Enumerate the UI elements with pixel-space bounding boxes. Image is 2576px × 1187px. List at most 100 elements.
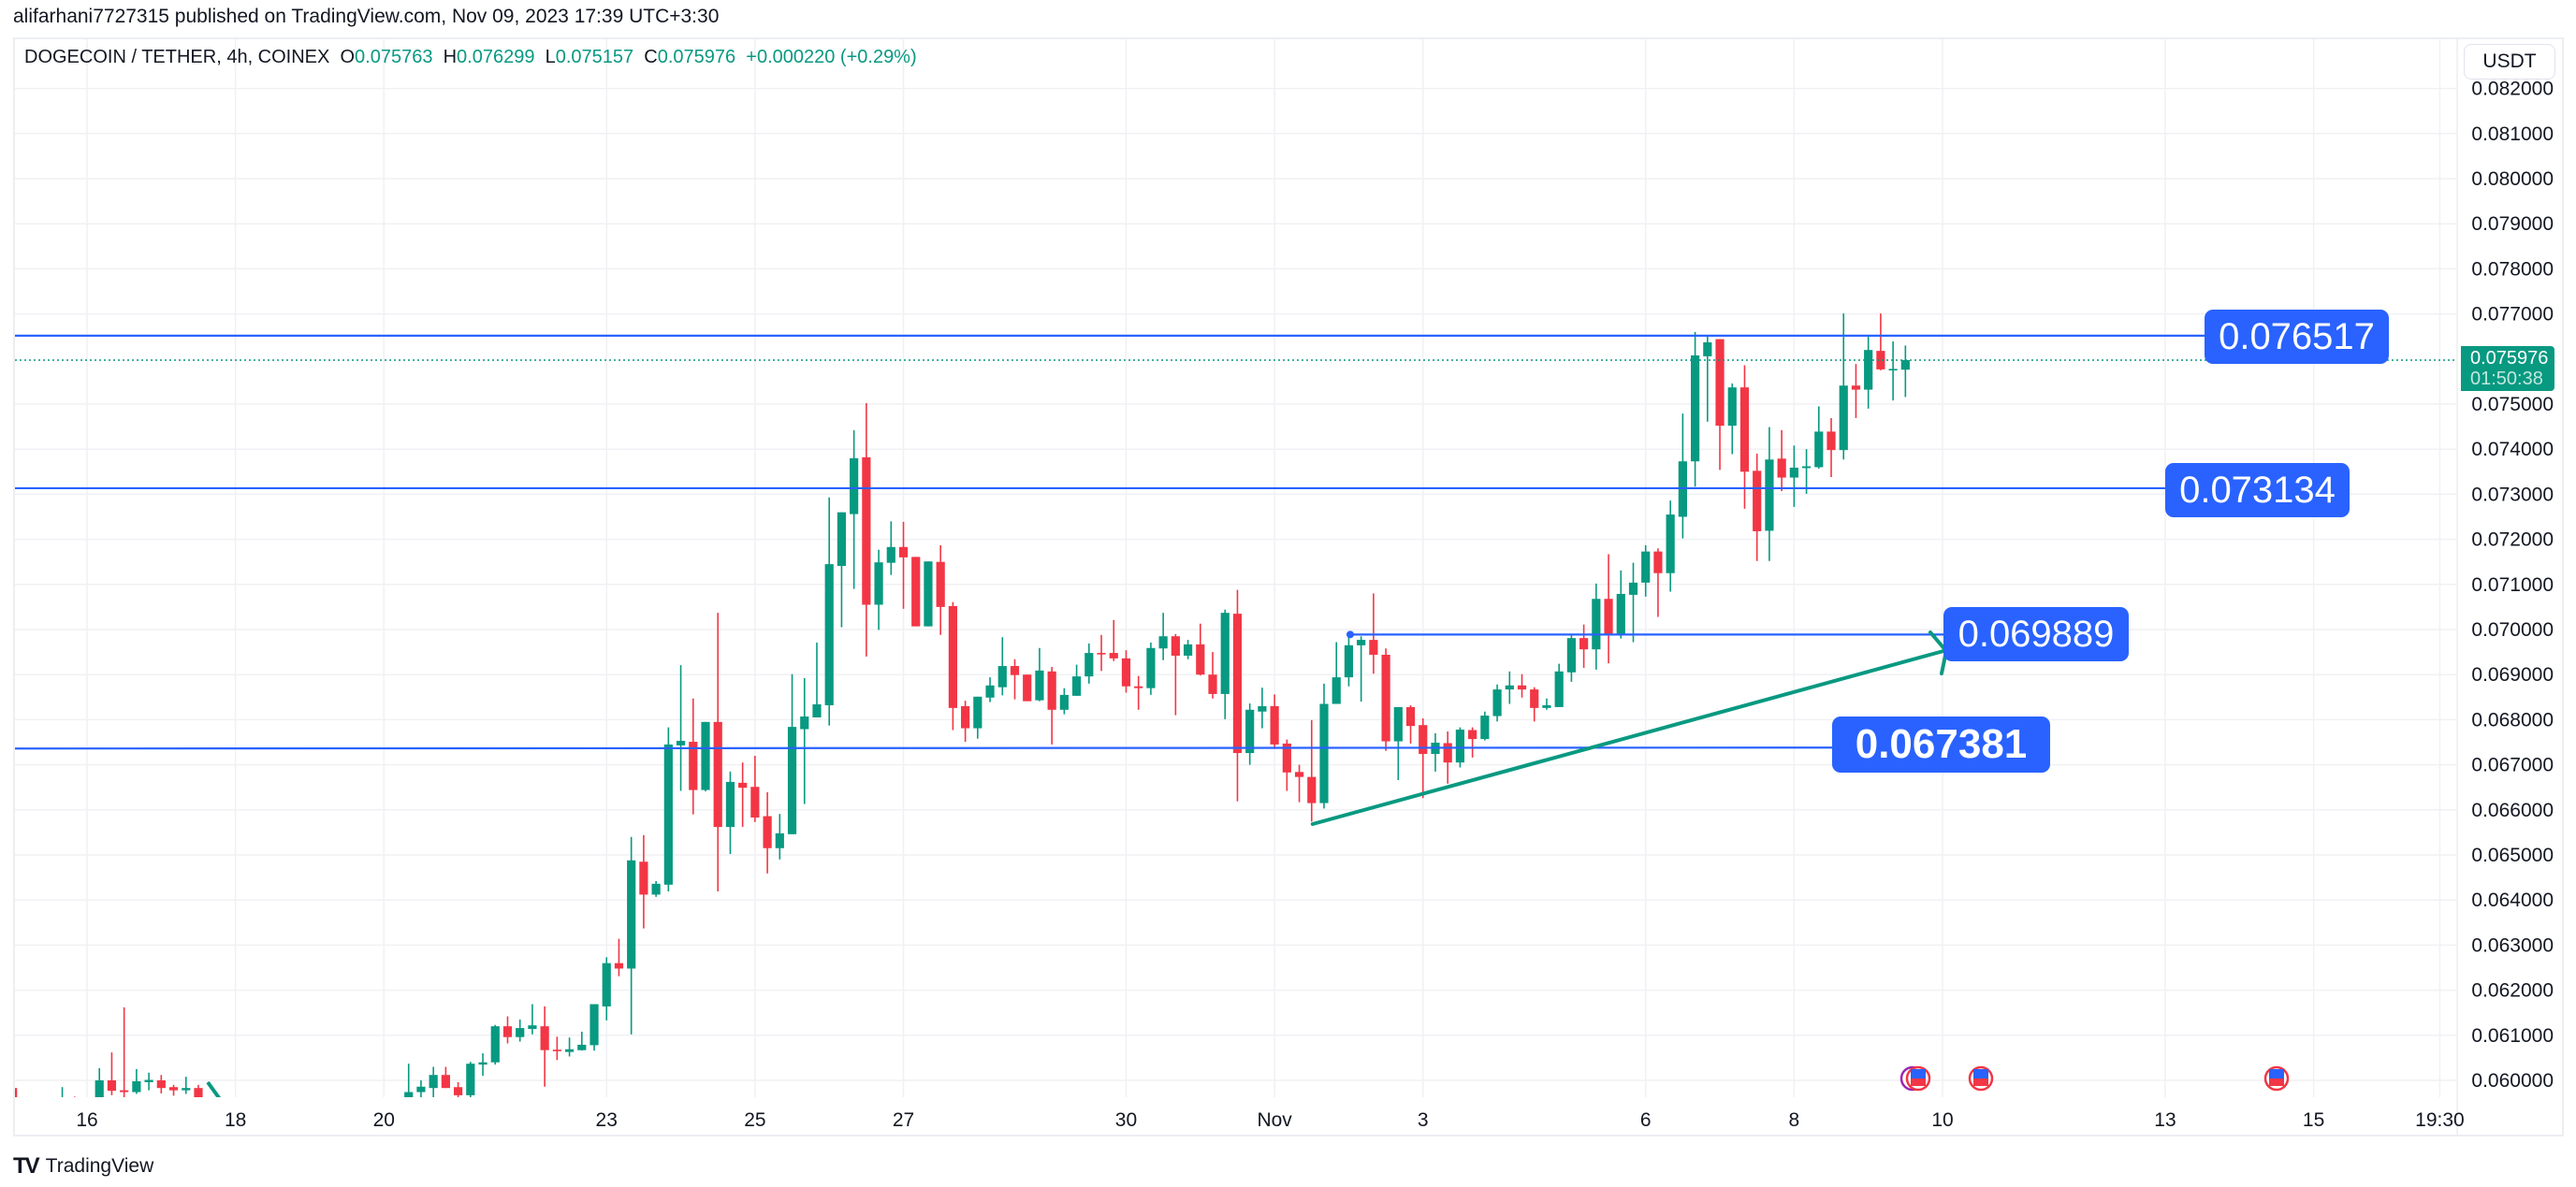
candle-up [1480,711,1490,741]
candle-body [1616,593,1625,635]
symbol-title[interactable]: DOGECOIN / TETHER, 4h, COINEX [24,47,330,67]
time-tick-label: 20 [373,1109,395,1131]
candle-body [1171,636,1180,656]
level-label-0069889[interactable]: 0.069889 [1943,607,2129,661]
candle-down [1753,454,1762,561]
candle-body [1666,514,1675,573]
level-label-0076517[interactable]: 0.076517 [2205,310,2389,364]
price-tick-label: 0.078000 [2471,258,2554,280]
candle-down [552,1036,561,1061]
us-flag-event-icon[interactable] [2263,1065,2290,1092]
candle-up [1666,500,1675,592]
candle-body [1801,466,1812,469]
candle-body [1097,653,1106,655]
candle-body [1789,467,1798,478]
price-tick-label: 0.077000 [2471,304,2554,326]
time-tick-label: 6 [1640,1109,1652,1131]
candle-body [1727,387,1737,427]
candle-down [1047,667,1056,745]
candle-body [1220,613,1230,694]
candle-down [1468,727,1477,758]
candle-up [800,678,809,804]
level-label-0073134[interactable]: 0.073134 [2165,463,2350,517]
candle-up [1146,642,1156,695]
candle-up [850,429,859,589]
time-tick-label: 27 [893,1109,914,1131]
candle-up [1332,642,1341,704]
candle-down [502,1016,513,1044]
candle-body [1703,341,1712,356]
price-tick-label: 0.061000 [2471,1025,2554,1047]
economic-events[interactable] [1899,1065,2290,1092]
candle-body [1839,385,1848,451]
candle-body [775,832,784,848]
candle-up [1814,406,1824,469]
open-value: 0.075763 [355,47,433,67]
candle-down [194,1084,203,1097]
candle-down [1653,548,1663,617]
candle-up [1505,671,1514,704]
candle-up [1789,445,1798,507]
horizontal-level-line[interactable] [15,746,1833,750]
us-flag-event-icon[interactable] [1905,1065,1931,1092]
candle-up [787,673,797,834]
candle-body [689,742,698,790]
candle-up [812,642,822,717]
candle-body [738,782,748,789]
candle-down [1381,648,1390,751]
candle-up [663,727,673,892]
candle-down [1715,339,1725,470]
time-tick-label: 19:30 [2415,1109,2465,1131]
candle-down [540,1006,549,1087]
tradingview-logo[interactable]: TV TradingView [13,1153,153,1180]
change-value: +0.000220 (+0.29%) [746,47,917,67]
trend-line[interactable] [1310,649,1945,826]
candle-body [1369,640,1378,655]
candle-body [1753,470,1762,531]
candle-body [1517,685,1527,690]
candle-up [1616,570,1625,639]
candle-up [701,721,710,792]
trend-line-segment[interactable] [206,1080,222,1099]
candle-body [874,562,883,605]
candle-down [1097,634,1106,672]
candle-up [1258,688,1267,729]
candle-body [1505,685,1514,690]
candle-down [713,613,722,892]
candle-up [1357,636,1366,702]
line-anchor-point[interactable] [1346,630,1354,639]
candle-body [886,546,895,563]
us-flag-event-icon[interactable] [1968,1065,1994,1092]
price-axis[interactable]: 0.082000 0.081000 0.080000 0.079000 0.078000… [2471,79,2554,1092]
candle-body [973,696,982,729]
level-label-0067381[interactable]: 0.067381 [1832,717,2050,773]
candle-up [132,1068,141,1094]
price-tick-label: 0.071000 [2471,574,2554,596]
candle-down [898,521,909,609]
symbol-legend: DOGECOIN / TETHER, 4h, COINEX O0.075763 … [24,47,917,68]
candle-body [429,1075,438,1089]
candle-body [478,1062,488,1065]
candle-body [564,1049,575,1052]
candle-down [961,701,970,743]
candle-down [1171,633,1180,716]
candle-up [1245,703,1255,765]
time-tick-label: 25 [744,1109,765,1131]
candle-body [1294,772,1304,777]
candle-down [156,1075,166,1093]
candle-body [837,512,847,567]
price-tick-label: 0.062000 [2471,980,2554,1002]
candle-body [961,705,970,729]
candle-body [800,717,809,730]
candle-up [1727,383,1737,455]
currency-button[interactable]: USDT [2464,44,2555,80]
time-axis[interactable]: 16 18 20 23 25 27 30 Nov 3 6 8 10 13 15 19:30 [76,1109,2464,1131]
candle-body [1332,677,1341,704]
candle-body [1419,725,1428,755]
candle-down [911,557,921,627]
candle-body [1282,743,1291,773]
candle-up [1319,683,1329,809]
candle-body [168,1087,179,1091]
candle-up [1542,698,1551,710]
